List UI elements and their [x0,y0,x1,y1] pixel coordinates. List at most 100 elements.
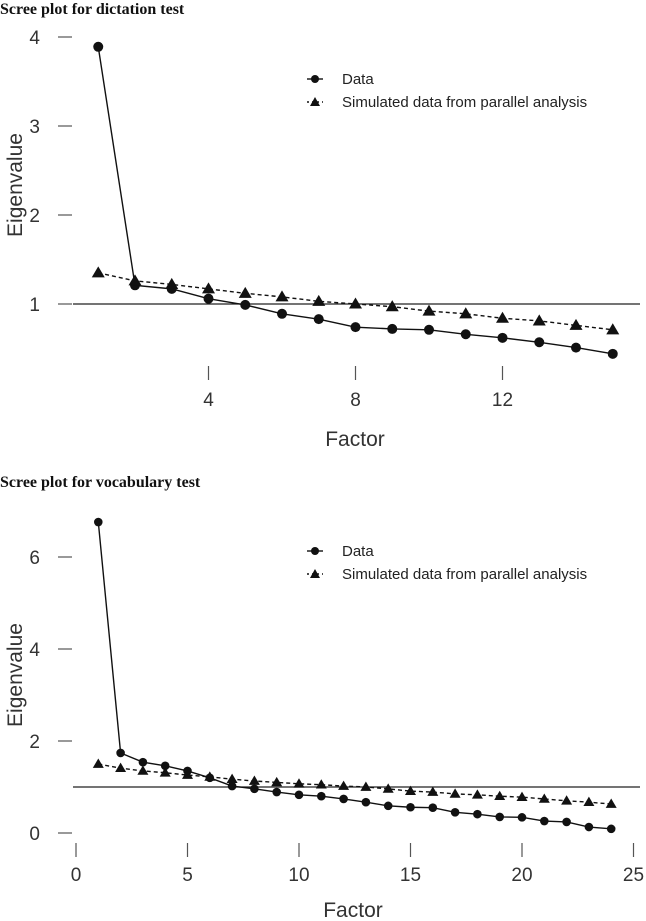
parallel-point-marker [422,304,436,316]
parallel-point-marker [449,788,461,798]
parallel-point-marker [204,771,216,781]
y-axis-label: Eigenvalue [4,623,27,727]
data-point-marker [607,348,618,359]
data-point-marker [227,781,237,791]
data-point-marker [428,803,438,812]
y-tick-label: 2 [29,206,40,227]
scree-plot-vocabulary: 0 2 4 6 0 5 10 15 20 25 Factor Eigenvalue Data Simula… [4,517,644,921]
parallel-point-marker [293,778,305,788]
chart-title-dictation: Scree plot for dictation test [0,1,185,18]
parallel-point-marker [606,323,620,335]
y-tick-label: 1 [29,295,40,316]
data-point-marker [94,517,103,527]
parallel-point-marker [92,758,104,768]
data-point-marker [317,791,326,801]
data-point-marker [517,813,527,822]
parallel-point-marker [349,297,362,309]
data-point-marker [495,812,505,822]
parallel-point-marker [202,282,215,294]
data-point-marker [250,784,259,794]
data-point-marker [460,329,471,340]
x-tick-label: 10 [288,865,309,886]
data-point-marker [272,787,282,797]
parallel-point-marker [182,769,193,779]
parallel-point-marker [275,290,289,302]
parallel-point-marker [238,286,252,298]
x-tick-label: 4 [203,390,214,411]
parallel-point-marker [494,790,506,801]
data-point-marker [116,748,125,758]
data-point-marker [473,809,482,819]
parallel-point-marker [315,779,327,789]
data-point-marker [203,293,214,304]
parallel-point-marker [360,781,372,791]
y-tick-label: 4 [29,28,40,49]
legend-circle-icon [311,547,319,555]
data-point-marker [387,323,398,334]
legend-triangle-icon [310,569,320,578]
data-point-marker [562,817,571,827]
parallel-point-marker [91,266,105,278]
y-tick-label: 3 [29,117,40,138]
x-tick-label: 15 [400,865,421,886]
parallel-point-marker [312,294,326,306]
parallel-point-marker [532,314,546,326]
y-tick-label: 4 [29,640,40,661]
legend-data-label: Data [342,543,374,560]
legend-data-label: Data [342,71,374,88]
data-point-marker [383,801,393,811]
parallel-point-marker [382,783,394,793]
data-point-marker [424,324,434,335]
y-tick-label: 6 [29,548,40,569]
data-point-marker [93,41,104,52]
x-tick-label: 5 [182,865,193,886]
parallel-point-marker [128,274,142,286]
parallel-point-marker [159,767,171,777]
parallel-series-line [98,763,612,805]
data-point-marker [313,314,324,325]
data-point-marker [606,824,616,834]
x-tick-label: 0 [71,865,82,886]
chart-title-vocabulary: Scree plot for vocabulary test [0,474,201,491]
x-tick-label: 8 [350,390,361,411]
x-tick-label: 20 [511,865,532,886]
parallel-point-marker [115,762,127,772]
data-point-marker [294,790,304,800]
parallel-point-marker [605,798,617,808]
y-tick-label: 2 [29,732,40,753]
parallel-point-marker [569,318,583,330]
parallel-point-marker [516,791,528,801]
legend-triangle-icon [310,97,320,106]
parallel-point-marker [385,300,399,312]
x-tick-label: 25 [623,865,644,886]
parallel-point-marker [471,789,483,799]
data-point-marker [450,808,460,817]
data-point-marker [138,757,148,767]
legend: Data Simulated data from parallel analysi… [307,543,587,583]
parallel-point-marker [137,765,149,775]
x-tick-label: 12 [492,390,513,411]
x-axis-label: Factor [323,899,383,921]
x-axis-label: Factor [325,428,385,451]
parallel-point-marker [165,277,179,289]
data-point-marker [584,822,594,832]
data-point-marker [350,322,361,333]
legend-parallel-label: Simulated data from parallel analysis [342,94,587,111]
parallel-point-marker [405,785,416,795]
parallel-point-marker [561,795,573,805]
y-tick-label: 0 [29,824,40,845]
parallel-point-marker [271,776,283,787]
parallel-point-marker [496,311,509,323]
data-point-marker [406,802,415,812]
parallel-point-marker [248,775,260,785]
y-axis-label: Eigenvalue [4,133,27,237]
data-point-marker [339,794,348,804]
data-point-marker [277,308,287,319]
data-point-marker [240,299,251,310]
parallel-point-marker [459,307,473,319]
parallel-point-marker [226,773,238,784]
parallel-point-marker [538,793,550,803]
parallel-point-marker [427,786,439,796]
parallel-point-marker [583,796,595,807]
